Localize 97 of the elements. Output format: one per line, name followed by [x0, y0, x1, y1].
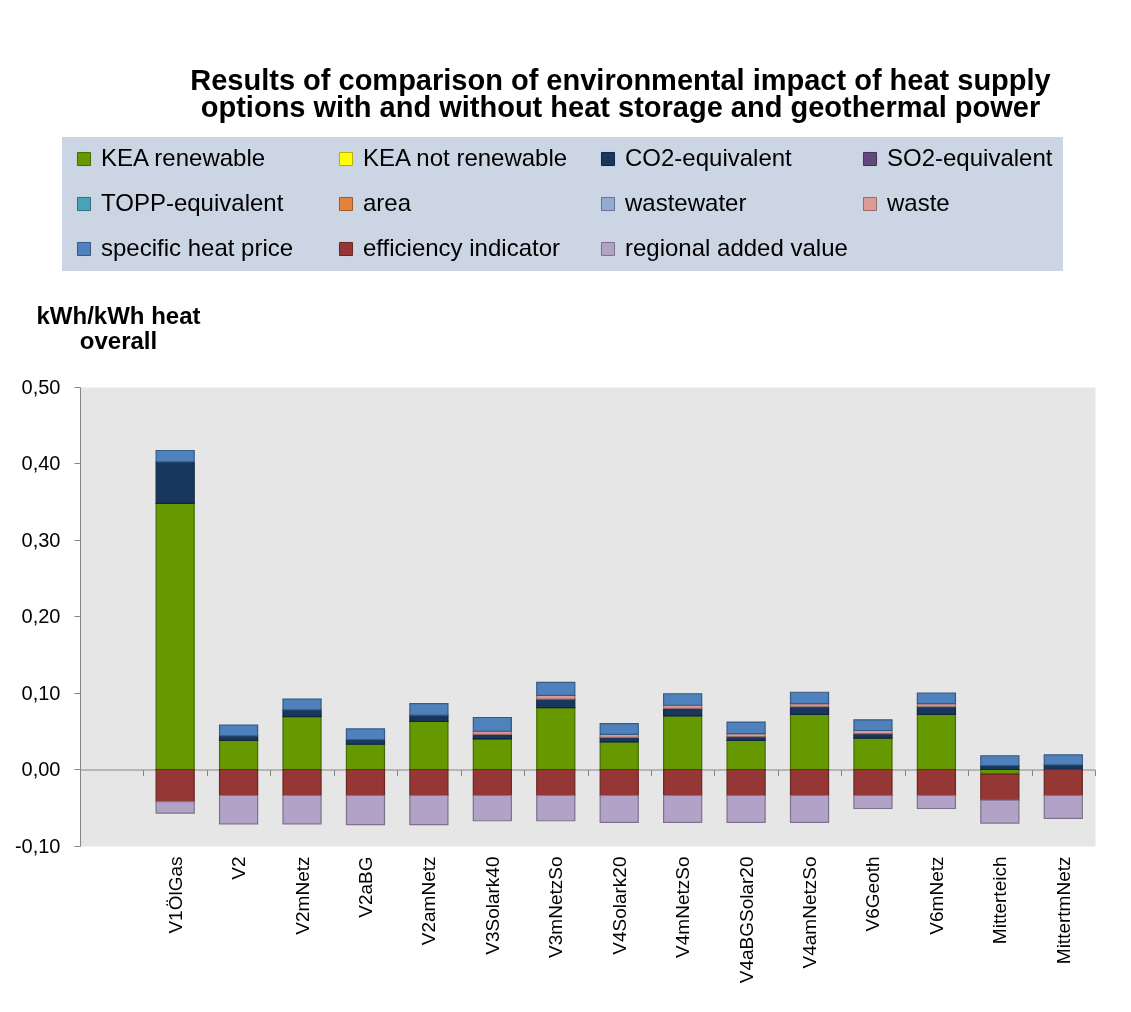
- x-tick-label: V2amNetz: [418, 856, 440, 946]
- legend-label: specific heat price: [101, 234, 294, 261]
- bar: [599, 741, 639, 771]
- bar: [980, 773, 1020, 801]
- bar: [599, 723, 639, 735]
- bar: [663, 693, 703, 706]
- bar: [663, 707, 703, 717]
- bar: [409, 720, 449, 771]
- x-tick-label: V2aBG: [354, 856, 376, 918]
- bar: [1043, 768, 1083, 797]
- bar: [155, 801, 195, 814]
- x-tick-label: V2: [228, 856, 250, 880]
- y-tick-label: 0,30: [21, 528, 61, 551]
- bar: [536, 794, 576, 822]
- legend-label: TOPP-equivalent: [101, 189, 284, 216]
- bar: [1043, 794, 1083, 820]
- bar: [218, 794, 259, 825]
- legend-label: CO2-equivalent: [625, 144, 793, 171]
- legend-label: KEA renewable: [101, 144, 266, 171]
- y-tick-label: 0,50: [21, 375, 61, 398]
- bar: [916, 768, 957, 797]
- bar: [536, 681, 576, 696]
- bar: [1043, 754, 1083, 766]
- legend-label: wastewater: [624, 189, 747, 216]
- bar: [536, 768, 576, 797]
- bar: [726, 721, 766, 735]
- bar: [916, 706, 957, 716]
- bar: [282, 716, 322, 771]
- legend-label: area: [363, 189, 412, 216]
- y-tick-label: 0,20: [21, 605, 61, 627]
- bar: [916, 713, 957, 771]
- bar: [155, 449, 195, 463]
- bar: [726, 794, 766, 823]
- bar: [853, 768, 893, 797]
- bar: [282, 768, 322, 797]
- bar: [472, 794, 512, 822]
- y-tick-label: 0,10: [21, 681, 61, 704]
- bar: [853, 719, 893, 732]
- bar: [789, 691, 830, 705]
- bar: [853, 737, 893, 771]
- x-tick-label: V3mNetzSo: [545, 856, 567, 958]
- bar: [409, 768, 449, 797]
- x-tick-label: V4Solark20: [608, 856, 630, 955]
- bar: [218, 724, 259, 737]
- bar: [599, 768, 639, 797]
- legend-label: KEA not renewable: [363, 144, 568, 171]
- legend-label: waste: [886, 189, 950, 216]
- bar: [980, 755, 1020, 767]
- legend-label: efficiency indicator: [363, 234, 560, 261]
- bar: [345, 728, 386, 741]
- x-tick-label: V6mNetz: [925, 856, 947, 935]
- bar: [980, 799, 1020, 824]
- x-tick-label: V1ÖlGas: [164, 856, 186, 934]
- bar: [345, 794, 386, 826]
- bar: [663, 715, 703, 771]
- x-tick-label: MittertmNetz: [1052, 856, 1074, 965]
- y-tick-label: 0,00: [21, 758, 61, 780]
- x-tick-label: V4mNetzSo: [672, 856, 694, 958]
- y-axis-title: kWh/kWh heat overall: [36, 301, 201, 354]
- bar: [282, 794, 322, 825]
- y-tick-label: 0,40: [21, 452, 61, 474]
- bar: [853, 794, 893, 810]
- bar: [218, 739, 259, 771]
- bar: [345, 768, 386, 797]
- bar: [726, 739, 766, 771]
- bar: [789, 794, 830, 823]
- bar: [663, 794, 703, 823]
- bar: [789, 713, 830, 771]
- bar: [218, 768, 259, 797]
- bar: [789, 706, 830, 716]
- bar: [599, 794, 639, 823]
- bar: [789, 768, 830, 797]
- bar: [916, 794, 957, 810]
- bar: [472, 738, 512, 771]
- bar: [536, 706, 576, 771]
- bar: [345, 743, 386, 771]
- bar: [916, 692, 957, 705]
- bar: [409, 703, 449, 716]
- bar: [155, 461, 195, 504]
- bar: [155, 768, 195, 803]
- x-tick-label: V3Solark40: [481, 856, 503, 955]
- x-tick-label: V6Geoth: [862, 856, 884, 932]
- bar: [282, 698, 322, 711]
- bar: [155, 502, 195, 771]
- bar: [472, 716, 512, 732]
- legend-label: regional added value: [625, 234, 848, 261]
- chart-title: Results of comparison of environmental impact of heat supply options with and without heat storage and geothermal power: [190, 64, 1051, 123]
- x-tick-label: V2mNetz: [291, 856, 313, 935]
- bar: [472, 768, 512, 797]
- bar: [663, 768, 703, 797]
- x-tick-label: Mitterteich: [989, 856, 1011, 945]
- bar: [409, 794, 449, 826]
- y-tick-label: -0,10: [14, 834, 61, 857]
- x-tick-label: V4aBGSolar20: [735, 856, 757, 984]
- legend-label: SO2-equivalent: [887, 144, 1053, 171]
- bar: [726, 768, 766, 797]
- x-tick-label: V4amNetzSo: [799, 856, 821, 969]
